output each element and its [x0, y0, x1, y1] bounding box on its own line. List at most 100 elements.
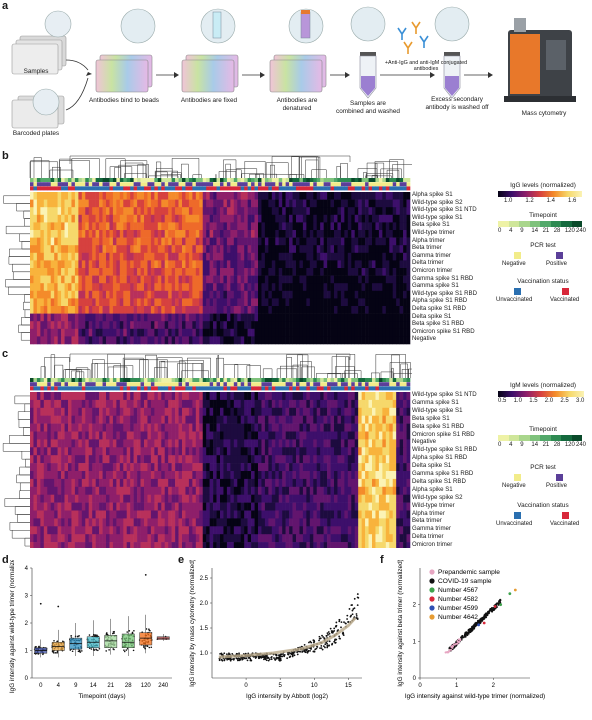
x-axis-label: IgG intensity against wild-type trimer (…	[405, 693, 545, 700]
row-label: Gamma spike S1 RBD	[412, 274, 474, 282]
scatter-point	[270, 656, 273, 659]
box-rect	[121, 633, 135, 648]
timepoint-swatch	[571, 435, 582, 441]
scatter-point	[338, 619, 341, 621]
timepoint-swatch	[540, 221, 551, 227]
legend-tick: 3.0	[576, 398, 585, 404]
box-point	[56, 651, 59, 653]
highlight-point	[499, 603, 503, 607]
scatter-point	[315, 647, 318, 650]
scatter-point	[490, 609, 493, 612]
vaccinated-label-b: Vaccinated	[550, 297, 580, 303]
legend-tick: 1.6	[568, 198, 577, 204]
row-label: Wild-type spike S1	[412, 406, 463, 414]
row-label: Wild-type trimer	[412, 229, 455, 236]
scatter-point	[275, 656, 278, 659]
scatter-point	[466, 632, 469, 635]
scatter-point	[309, 649, 311, 652]
vaccinated-swatch-c	[562, 512, 569, 519]
x-tick-label: 21	[107, 683, 114, 689]
scatter-point	[335, 625, 337, 628]
y-tick-label: 2	[25, 621, 29, 627]
legend-label: Number 4582	[438, 596, 478, 603]
row-label: Beta trimer	[412, 517, 442, 525]
legend-tick: 1.5	[529, 398, 538, 404]
row-label: Beta spike S1	[412, 221, 450, 229]
scatter-point	[467, 628, 470, 631]
row-label: Alpha spike S1 RBD	[412, 297, 468, 305]
box-point	[143, 644, 145, 647]
timepoint-legend-title-c: Timepoint	[529, 426, 557, 433]
scatter-point	[340, 626, 342, 629]
legend-tick: 4	[509, 228, 513, 234]
scatter-point	[318, 635, 321, 638]
box-point	[53, 652, 55, 654]
scatter-point	[286, 657, 289, 660]
box-point	[145, 628, 148, 630]
scatter-point	[218, 659, 221, 662]
legend-tick: 21	[542, 442, 550, 448]
legend-tick: 21	[542, 228, 550, 234]
legend-c: IgM levels (normalized) 0.5 1.0 1.5 2.0 2.5 3…	[494, 382, 592, 542]
row-label: Wild-type trimer	[412, 501, 455, 509]
scatter-point	[458, 640, 461, 643]
y-tick-label: 0	[413, 676, 417, 682]
scatter-point	[330, 630, 333, 632]
legend-b: IgG levels (normalized) 1.0 1.2 1.4 1.6 Tim…	[494, 182, 592, 342]
scatter-point	[321, 634, 323, 637]
x-tick-label: 10	[311, 683, 318, 689]
scatter-point	[344, 622, 347, 625]
scatter-point	[356, 604, 359, 607]
scatter-point	[220, 658, 223, 661]
row-label: Alpha spike S1	[412, 191, 453, 198]
scatter-point	[448, 648, 451, 651]
pcr-legend-title-b: PCR test	[530, 242, 556, 249]
y-tick-label: 4	[25, 566, 29, 572]
heatmap-b: TimepointPCR testVaccination status	[3, 155, 412, 345]
box-point	[123, 650, 126, 653]
scatter-point	[299, 650, 302, 653]
legend-swatch	[429, 605, 435, 611]
box-point	[95, 648, 97, 651]
row-label: Omicron trimer	[412, 267, 453, 274]
unvaccinated-swatch-c	[514, 512, 521, 519]
scatter-point	[464, 633, 467, 636]
highlight-point	[482, 621, 486, 625]
scatter-point	[350, 614, 352, 617]
row-label: Wild-type spike S1 RBD	[412, 289, 478, 297]
outlier	[39, 602, 42, 605]
legend-swatch	[429, 614, 435, 620]
scatter-point	[356, 617, 359, 620]
row-label: Wild-type spike S1 RBD	[412, 446, 478, 454]
scatter-point	[326, 646, 329, 649]
scatter-point	[451, 645, 454, 648]
legend-tick: 1.0	[504, 198, 513, 204]
legend-label: COVID-19 sample	[438, 578, 492, 585]
pcr-negative-swatch-c	[514, 474, 521, 481]
scatter-point	[318, 637, 321, 640]
scatter-point	[477, 621, 480, 624]
scatter-point	[293, 654, 296, 657]
scatter-point	[246, 659, 249, 662]
scatter-point	[231, 652, 234, 655]
box-point	[53, 640, 55, 642]
row-label: Gamma spike S1 RBD	[412, 470, 474, 477]
scatter-point	[351, 609, 354, 612]
scatter-point	[456, 640, 459, 643]
workflow-diagram	[11, 6, 576, 129]
x-tick-label: 0	[418, 683, 422, 689]
scatter-point	[333, 630, 336, 632]
scatter-point	[342, 634, 345, 637]
scatter-point	[288, 656, 291, 658]
scatter-point	[238, 652, 240, 655]
box-point	[123, 649, 125, 651]
plate-fix-icon	[181, 8, 239, 93]
legend-tick: 14	[531, 228, 539, 234]
scatter-point	[303, 650, 305, 653]
box-point	[71, 650, 74, 653]
row-label: Wild-type spike S2	[412, 198, 463, 206]
scatter-point	[335, 621, 338, 624]
heatmap-cells	[30, 392, 411, 548]
boxplot-d: 0 1 2 3 4 Timepoint (days) IgG intensity again…	[9, 560, 172, 700]
unvaccinated-swatch-b	[514, 288, 521, 295]
